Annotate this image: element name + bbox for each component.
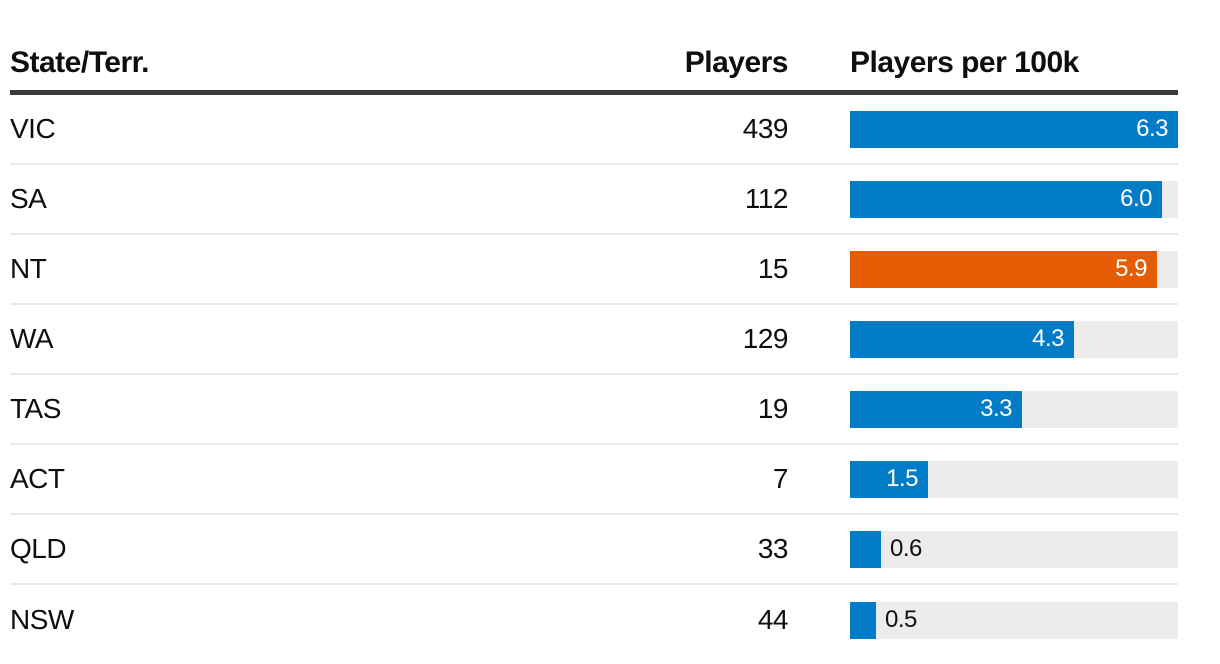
bar-track: 1.5 [850,460,1178,498]
bar-fill [850,110,1178,148]
bar-value-label: 3.3 [980,395,1012,422]
state-label: WA [10,323,54,354]
table-row: TAS 19 3.3 [10,375,1178,445]
players-value: 112 [744,183,789,214]
bar-fill [850,530,881,568]
bar-track: 6.3 [850,110,1178,148]
table-row: WA 129 4.3 [10,305,1178,375]
state-label: ACT [10,463,65,494]
players-value: 129 [742,323,789,354]
bar-fill [850,460,928,498]
bar-track: 4.3 [850,320,1178,358]
state-label: NT [10,253,47,284]
bar-fill [850,320,1074,358]
bar-track: 0.6 [850,530,1178,568]
bar-value-label: 6.0 [1120,185,1152,212]
bar-value-label: 6.3 [1136,115,1168,142]
state-label: TAS [10,393,61,424]
bar-value-label: 4.3 [1032,325,1064,352]
table-row: QLD 33 0.6 [10,515,1178,585]
state-label: VIC [10,113,56,144]
players-value: 19 [757,393,789,424]
bar-fill [850,180,1162,218]
table-header: State/Terr. Players Players per 100k [10,0,1178,95]
column-header-players: Players [684,46,789,79]
bar-fill [850,390,1022,428]
bar-track: 5.9 [850,250,1178,288]
players-value: 44 [757,604,789,635]
table-row: ACT 7 1.5 [10,445,1178,515]
column-header-per100k: Players per 100k [850,46,1079,79]
bar-value-label: 5.9 [1115,255,1147,282]
players-value: 439 [742,113,789,144]
bar-value-label: 0.6 [890,535,922,562]
bar-value-label: 0.5 [885,606,917,633]
bar-track: 0.5 [850,601,1178,639]
table-body: VIC 439 6.3 SA 112 6.0 NT 15 5.9 [10,95,1220,655]
state-label: SA [10,183,47,214]
players-value: 33 [757,533,789,564]
bar-track: 3.3 [850,390,1178,428]
players-value: 15 [757,253,789,284]
state-label: QLD [10,533,67,564]
state-label: NSW [10,604,74,635]
bar-value-label: 1.5 [886,465,918,492]
table-row: SA 112 6.0 [10,165,1178,235]
table-row: NT 15 5.9 [10,235,1178,305]
column-header-state: State/Terr. [10,46,150,79]
table-row: VIC 439 6.3 [10,95,1178,165]
bar-fill [850,250,1157,288]
bar-fill [850,601,876,639]
players-value: 7 [772,463,789,494]
table-row: NSW 44 0.5 [10,585,1178,655]
bar-track: 6.0 [850,180,1178,218]
